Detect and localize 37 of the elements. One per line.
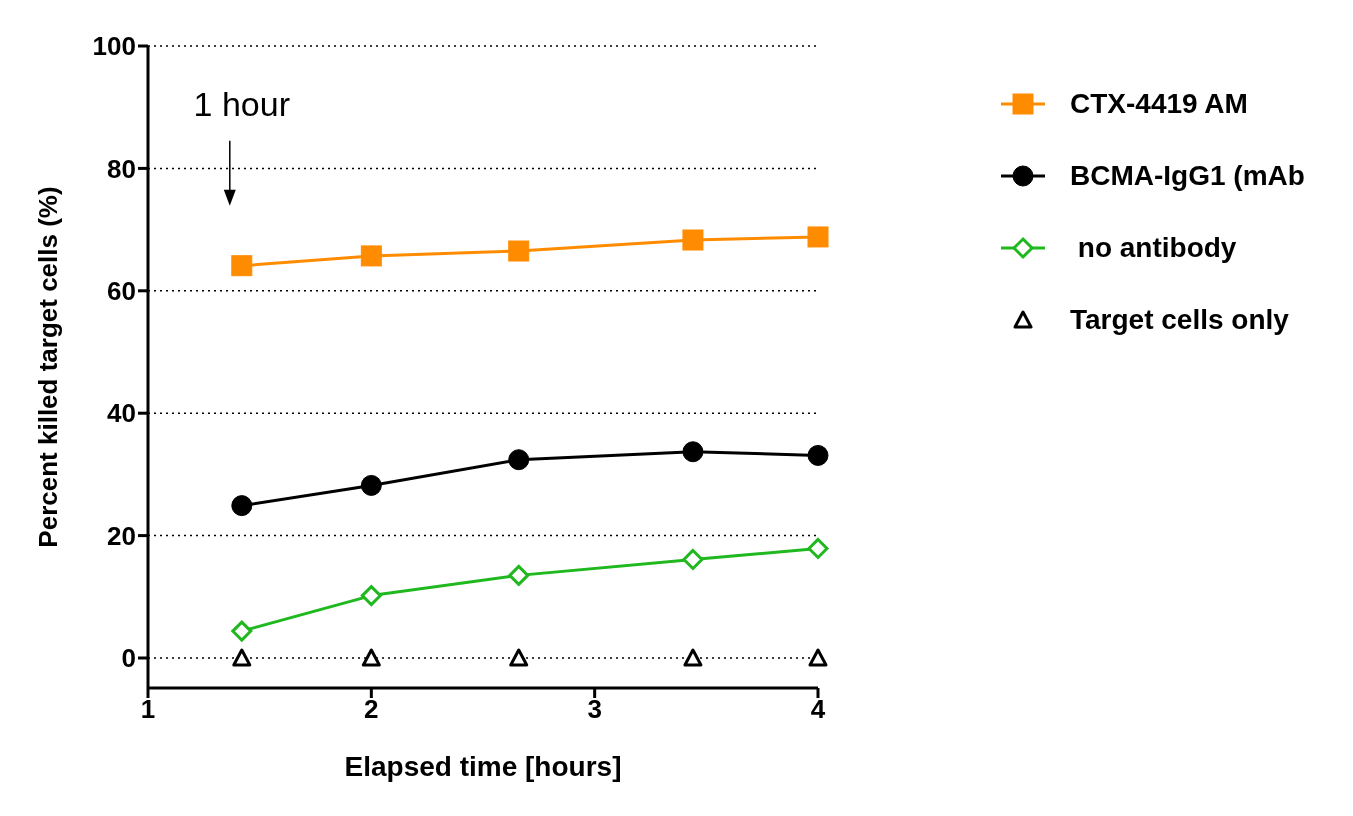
point [682, 229, 704, 251]
point [508, 564, 530, 586]
y-axis-title: Percent killed target cells (%) [33, 186, 64, 548]
point [682, 548, 704, 570]
x-tick-label: 1 [140, 694, 156, 725]
point [808, 648, 828, 667]
point [508, 240, 530, 262]
point [231, 255, 253, 277]
x-tick-label: 3 [587, 694, 602, 725]
point [360, 474, 382, 496]
point [683, 648, 703, 667]
point [508, 449, 530, 471]
point [361, 648, 381, 667]
point [360, 585, 382, 607]
legend-label: Target cells only [1070, 304, 1289, 336]
point [807, 226, 829, 248]
x-tick-label: 2 [364, 694, 379, 725]
annotation: 1 hour [193, 85, 290, 123]
point [807, 537, 829, 559]
point [231, 495, 253, 517]
legend-label: no antibody [1076, 232, 1237, 264]
point [360, 245, 382, 267]
x-tick-label: 4 [810, 694, 826, 725]
y-tick-label: 60 [107, 276, 136, 307]
y-tick-label: 80 [107, 153, 136, 184]
point [682, 441, 704, 463]
legend-label: CTX-4419 AM [1070, 88, 1248, 120]
y-tick-label: 20 [107, 520, 136, 551]
legend-label: BCMA-IgG1 (mAb [1070, 160, 1305, 192]
point [231, 620, 253, 642]
point [232, 648, 252, 667]
y-tick-label: 100 [92, 31, 136, 62]
point [509, 648, 529, 667]
y-tick-label: 40 [107, 398, 136, 429]
y-tick-label: 0 [121, 643, 136, 674]
point [807, 444, 829, 466]
x-axis-title: Elapsed time [hours] [344, 751, 622, 782]
